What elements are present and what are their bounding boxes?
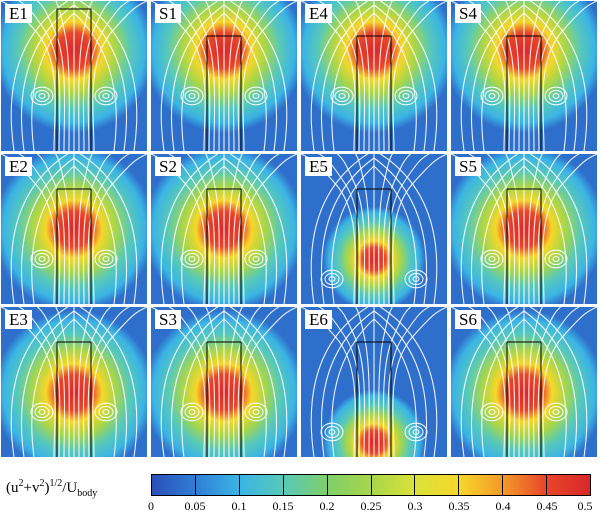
flow-panel-e5: E5 xyxy=(301,154,447,304)
body-outline xyxy=(56,341,92,457)
flow-panel-s2: S2 xyxy=(151,154,297,304)
body-outline xyxy=(506,341,542,457)
body-outline xyxy=(356,35,392,151)
colorbar-tick-label: 0.25 xyxy=(360,499,382,513)
colorbar-segment xyxy=(327,475,372,495)
streamlines xyxy=(1,307,147,457)
colorbar-segment xyxy=(152,475,196,495)
panel-label: S2 xyxy=(155,157,181,176)
flow-panel-s1: S1 xyxy=(151,1,297,151)
velocity-field-image xyxy=(451,1,597,151)
colorbar-segment xyxy=(195,475,240,495)
velocity-field-image xyxy=(451,307,597,457)
colorbar-segment xyxy=(503,475,548,495)
streamlines xyxy=(1,154,147,304)
streamlines xyxy=(301,307,447,457)
streamlines xyxy=(151,154,297,304)
colorbar-segment xyxy=(283,475,328,495)
colorbar xyxy=(151,474,591,496)
panel-label: S1 xyxy=(155,4,181,23)
velocity-field-image xyxy=(451,154,597,304)
panel-label: E1 xyxy=(5,4,32,23)
body-outline xyxy=(206,35,242,151)
colorbar-tick-label: 0.05 xyxy=(184,499,206,513)
flow-panel-s4: S4 xyxy=(451,1,597,151)
streamlines xyxy=(151,1,297,151)
body-outline xyxy=(356,341,392,457)
panel-label: E4 xyxy=(305,4,332,23)
velocity-field-image xyxy=(301,1,447,151)
velocity-field-image xyxy=(301,154,447,304)
velocity-field-image xyxy=(151,1,297,151)
body-outline xyxy=(506,188,542,304)
streamlines xyxy=(1,1,147,151)
velocity-field-image xyxy=(1,154,147,304)
streamlines xyxy=(301,1,447,151)
panel-label: S4 xyxy=(455,4,481,23)
panel-label: E3 xyxy=(5,310,32,329)
velocity-field-image xyxy=(1,1,147,151)
streamlines xyxy=(451,1,597,151)
velocity-field-image xyxy=(151,307,297,457)
colorbar-tick-label: 0.1 xyxy=(231,499,247,513)
colorbar-title: (u2+v2)1/2/Ubody xyxy=(6,478,98,499)
panel-label: E6 xyxy=(305,310,332,329)
streamlines xyxy=(451,307,597,457)
flow-panel-e1: E1 xyxy=(1,1,147,151)
panel-label: S5 xyxy=(455,157,481,176)
colorbar-tick-label: 0.45 xyxy=(536,499,558,513)
velocity-field-image xyxy=(1,307,147,457)
streamlines xyxy=(451,154,597,304)
colorbar-tick-label: 0 xyxy=(148,499,154,513)
panel-label: S6 xyxy=(455,310,481,329)
flow-panel-e3: E3 xyxy=(1,307,147,457)
streamlines xyxy=(151,307,297,457)
flow-panel-s6: S6 xyxy=(451,307,597,457)
flow-panel-s5: S5 xyxy=(451,154,597,304)
colorbar-tick-label: 0.2 xyxy=(319,499,335,513)
panel-label: E2 xyxy=(5,157,32,176)
colorbar-tick-label: 0.35 xyxy=(448,499,470,513)
flow-panel-e6: E6 xyxy=(301,307,447,457)
velocity-field-image xyxy=(151,154,297,304)
streamlines xyxy=(301,154,447,304)
body-outline xyxy=(56,188,92,304)
colorbar-tick-label: 0.15 xyxy=(272,499,294,513)
colorbar-tick-label: 0.5 xyxy=(577,499,593,513)
flow-panel-e4: E4 xyxy=(301,1,447,151)
panel-label: S3 xyxy=(155,310,181,329)
body-outline xyxy=(506,35,542,151)
colorbar-segment xyxy=(415,475,460,495)
colorbar-segment xyxy=(239,475,284,495)
colorbar-segment xyxy=(371,475,416,495)
panel-label: E5 xyxy=(305,157,332,176)
body-outline xyxy=(356,188,392,304)
flow-panel-s3: S3 xyxy=(151,307,297,457)
colorbar-segment xyxy=(459,475,504,495)
colorbar-tick-label: 0.3 xyxy=(407,499,423,513)
body-outline xyxy=(206,188,242,304)
colorbar-tick-label: 0.4 xyxy=(495,499,511,513)
velocity-field-image xyxy=(301,307,447,457)
colorbar-segment xyxy=(547,475,591,495)
flow-panel-e2: E2 xyxy=(1,154,147,304)
body-outline xyxy=(206,341,242,457)
body-outline xyxy=(56,8,92,151)
